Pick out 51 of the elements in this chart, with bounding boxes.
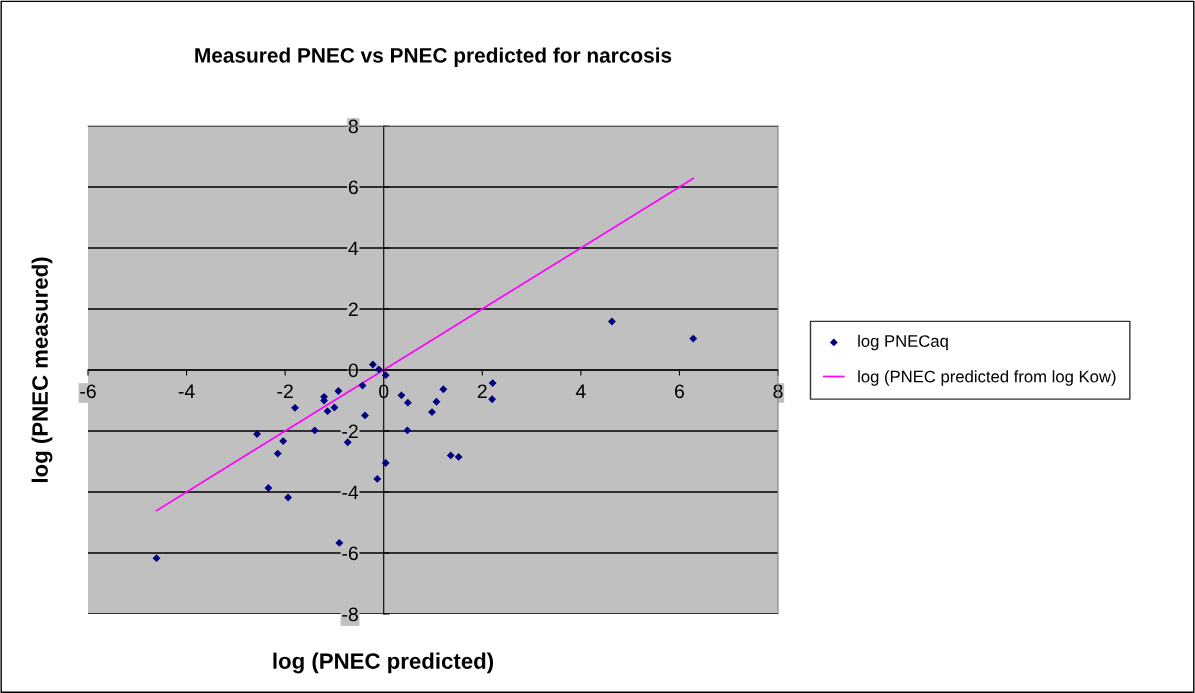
point xyxy=(428,408,436,417)
x-axis-title: log (PNEC predicted) xyxy=(273,652,494,674)
point xyxy=(310,426,319,435)
point xyxy=(432,397,441,406)
x-tick-label: -2 xyxy=(277,384,293,398)
x-tick-label: -6 xyxy=(80,384,96,399)
x-tick-label: 6 xyxy=(675,384,684,399)
point xyxy=(368,360,377,369)
point xyxy=(253,430,261,438)
point xyxy=(488,379,497,388)
point xyxy=(446,451,455,460)
point xyxy=(330,403,339,412)
point xyxy=(334,387,343,395)
point xyxy=(152,554,161,563)
x-tick-label: 4 xyxy=(575,384,586,398)
y-axis-title: log (PNEC measured) xyxy=(31,257,53,483)
y-tick-label: -6 xyxy=(342,546,358,561)
y-tick-label: 2 xyxy=(348,302,358,317)
x-tick-label: 8 xyxy=(773,384,783,399)
point xyxy=(373,474,382,483)
point xyxy=(335,539,344,547)
point xyxy=(284,493,293,502)
legend-label: log PNECaq xyxy=(858,334,948,351)
y-tick-label: -8 xyxy=(342,607,358,622)
point xyxy=(264,484,273,492)
point xyxy=(323,407,332,416)
chart-title: Measured PNEC vs PNEC predicted for narcosis xyxy=(195,47,672,67)
y-tick-label: 0 xyxy=(348,363,358,378)
y-tick-label: 6 xyxy=(348,180,358,195)
point xyxy=(273,449,282,458)
y-tick-label: 8 xyxy=(348,119,358,134)
point xyxy=(361,411,369,420)
point xyxy=(439,385,448,394)
point xyxy=(488,395,497,404)
point xyxy=(279,437,288,445)
point xyxy=(403,398,412,407)
x-tick-label: -4 xyxy=(178,384,195,398)
point xyxy=(291,403,299,412)
y-tick-label: -4 xyxy=(342,485,359,500)
point xyxy=(381,371,390,380)
point xyxy=(381,459,390,467)
point xyxy=(454,453,463,461)
point xyxy=(343,438,352,447)
x-tick-label: 2 xyxy=(477,384,487,398)
point xyxy=(607,317,616,326)
point xyxy=(689,334,698,343)
point xyxy=(397,391,406,400)
point xyxy=(403,426,412,435)
y-tick-label: -2 xyxy=(342,424,358,439)
y-tick-label: 4 xyxy=(348,241,359,256)
legend-label: log (PNEC predicted from log Kow) xyxy=(858,370,1116,386)
